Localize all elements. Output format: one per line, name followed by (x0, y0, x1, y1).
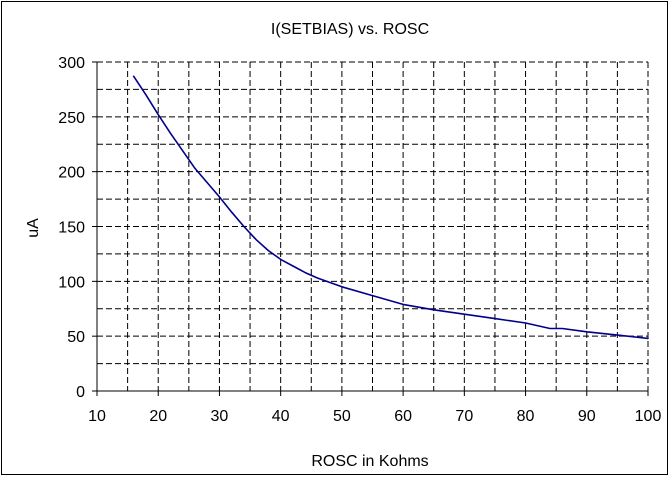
x-axis-label: ROSC in Kohms (311, 453, 428, 470)
y-axis-label: uA (25, 218, 42, 238)
y-tick-label: 0 (76, 384, 85, 401)
x-tick-label: 90 (578, 408, 596, 425)
x-tick-label: 100 (635, 408, 662, 425)
chart-title: I(SETBIAS) vs. ROSC (271, 21, 429, 38)
y-tick-label: 200 (58, 165, 85, 182)
y-tick-label: 300 (58, 55, 85, 72)
tick-labels: 0 50 100 150 200 250 300 10 20 30 40 50 60 70 80 90 100 (58, 55, 661, 425)
x-tick-label: 40 (272, 408, 290, 425)
x-tick-label: 30 (211, 408, 229, 425)
x-tick-label: 70 (455, 408, 473, 425)
y-tick-label: 150 (58, 220, 85, 237)
x-tick-label: 80 (517, 408, 535, 425)
x-tick-label: 10 (88, 408, 106, 425)
grid-lines (97, 61, 649, 391)
series-line (132, 75, 649, 340)
y-tick-label: 250 (58, 110, 85, 127)
x-tick-label: 60 (394, 408, 412, 425)
axes (92, 61, 649, 396)
x-tick-label: 50 (333, 408, 351, 425)
y-tick-label: 50 (67, 329, 85, 346)
y-tick-label: 100 (58, 274, 85, 291)
series-layer (132, 75, 649, 340)
x-tick-label: 20 (149, 408, 167, 425)
